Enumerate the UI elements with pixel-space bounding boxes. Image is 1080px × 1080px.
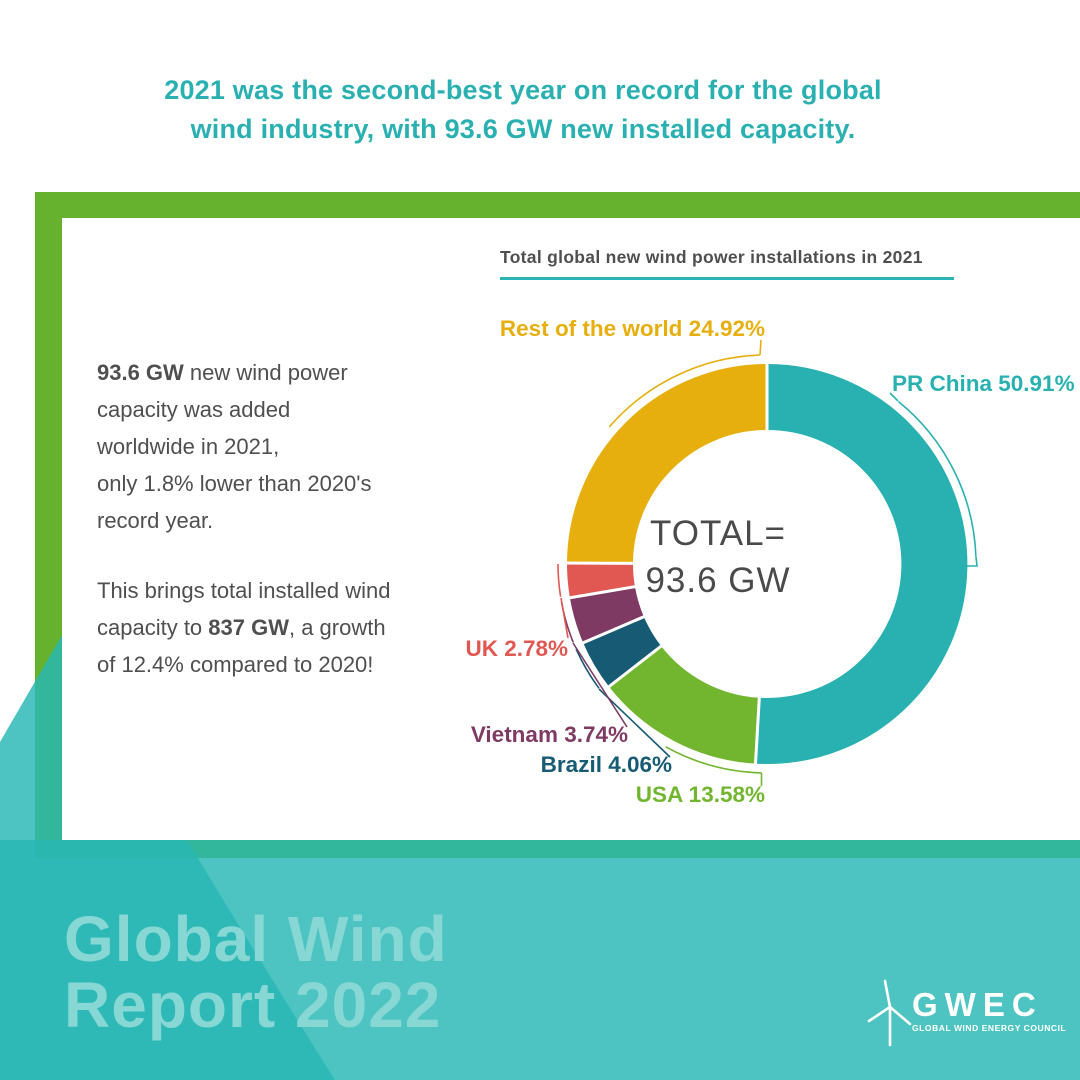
report-title: Global Wind Report 2022 — [64, 906, 448, 1038]
headline: 2021 was the second-best year on record … — [0, 71, 1046, 149]
stats-line: capacity to — [97, 615, 209, 640]
stats-line: record year. — [97, 508, 214, 533]
stats-line: worldwide in 2021, — [97, 434, 280, 459]
headline-line2: wind industry, with 93.6 GW new installe… — [190, 114, 856, 144]
stats-line: 837 GW — [208, 615, 289, 640]
wind-turbine-icon — [867, 979, 912, 1047]
report-title-line1: Global Wind — [64, 903, 448, 975]
frame-top-bar — [35, 192, 1080, 218]
total-label: TOTAL= — [649, 514, 786, 553]
label-pr-china: PR China 50.91% — [892, 371, 1075, 396]
stats-line: This brings total installed wind — [97, 578, 391, 603]
stats-line: new wind power — [183, 360, 348, 385]
stats-line: 93.6 GW — [97, 360, 184, 385]
logo-wordmark-block: GWEC GLOBAL WIND ENERGY COUNCIL — [912, 986, 1067, 1033]
paragraph-gap — [97, 539, 449, 572]
logo-tagline: GLOBAL WIND ENERGY COUNCIL — [912, 1023, 1067, 1033]
donut-center-label: TOTAL= 93.6 GW — [612, 510, 824, 604]
stats-line: only 1.8% lower than 2020's — [97, 471, 372, 496]
label-vietnam: Vietnam 3.74% — [470, 722, 628, 747]
label-uk: UK 2.78% — [465, 636, 568, 661]
stats-text-block: 93.6 GW new wind power capacity was adde… — [97, 354, 449, 683]
logo-wordmark: GWEC — [912, 986, 1043, 1023]
stats-line: , a growth — [288, 615, 386, 640]
headline-line1: 2021 was the second-best year on record … — [164, 75, 882, 105]
stats-line: capacity was added — [97, 397, 291, 422]
stats-paragraph-2: This brings total installed wind capacit… — [97, 572, 449, 683]
total-value: 93.6 GW — [645, 561, 791, 600]
stats-line: of 12.4% compared to 2020! — [97, 652, 374, 677]
gwec-logo: GWEC GLOBAL WIND ENERGY COUNCIL — [866, 978, 1066, 1048]
stats-paragraph-1: 93.6 GW new wind power capacity was adde… — [97, 354, 449, 539]
chart-title: Total global new wind power installation… — [500, 247, 923, 267]
label-usa: USA 13.58% — [635, 782, 765, 807]
report-title-line2: Report 2022 — [64, 969, 442, 1041]
chart-title-underline — [500, 277, 954, 280]
label-rest-of-world: Rest of the world 24.92% — [499, 316, 765, 341]
frame-left-bar — [35, 192, 62, 858]
label-brazil: Brazil 4.06% — [540, 752, 672, 777]
